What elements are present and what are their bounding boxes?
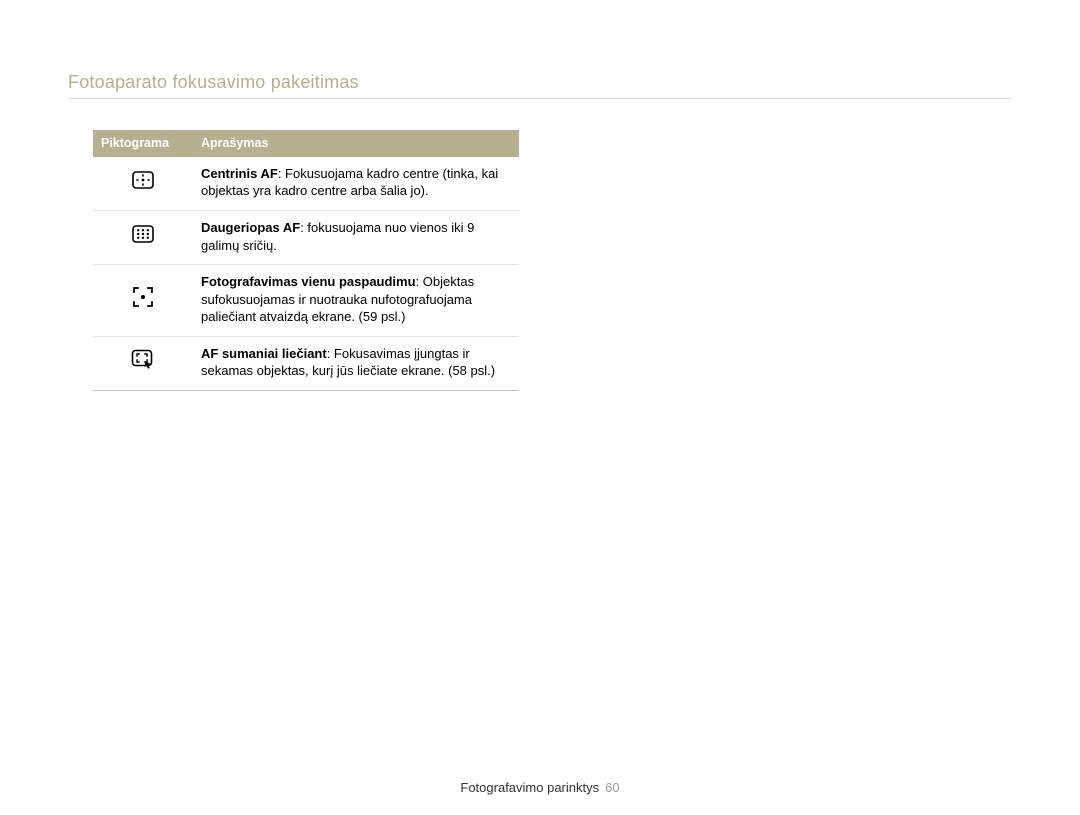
smart-touch-af-icon [131, 349, 155, 376]
row-desc: Fotografavimas vienu paspaudimu: Objekta… [193, 265, 519, 337]
row-desc: Daugeriopas AF: fokusuojama nuo vienos i… [193, 210, 519, 264]
af-table: Piktograma Aprašymas [93, 130, 519, 391]
table-row: Centrinis AF: Fokusuojama kadro centre (… [93, 157, 519, 211]
row-bold: Fotografavimas vienu paspaudimu [201, 274, 416, 289]
col-header-icon: Piktograma [93, 130, 193, 157]
page-footer: Fotografavimo parinktys 60 [0, 780, 1080, 795]
center-af-icon [132, 171, 154, 194]
row-desc: Centrinis AF: Fokusuojama kadro centre (… [193, 157, 519, 211]
row-bold: AF sumaniai liečiant [201, 346, 327, 361]
footer-page-number: 60 [605, 780, 619, 795]
multi-af-icon [132, 225, 154, 248]
table-row: AF sumaniai liečiant: Fokusavimas įjungt… [93, 336, 519, 390]
one-touch-icon [132, 286, 154, 313]
table-row: Fotografavimas vienu paspaudimu: Objekta… [93, 265, 519, 337]
row-bold: Daugeriopas AF [201, 220, 300, 235]
table-row: Daugeriopas AF: fokusuojama nuo vienos i… [93, 210, 519, 264]
row-desc: AF sumaniai liečiant: Fokusavimas įjungt… [193, 336, 519, 390]
row-bold: Centrinis AF [201, 166, 278, 181]
footer-section: Fotografavimo parinktys [460, 780, 599, 795]
table-header-row: Piktograma Aprašymas [93, 130, 519, 157]
page-title: Fotoaparato fokusavimo pakeitimas [68, 72, 359, 93]
title-rule [68, 98, 1012, 99]
col-header-desc: Aprašymas [193, 130, 519, 157]
